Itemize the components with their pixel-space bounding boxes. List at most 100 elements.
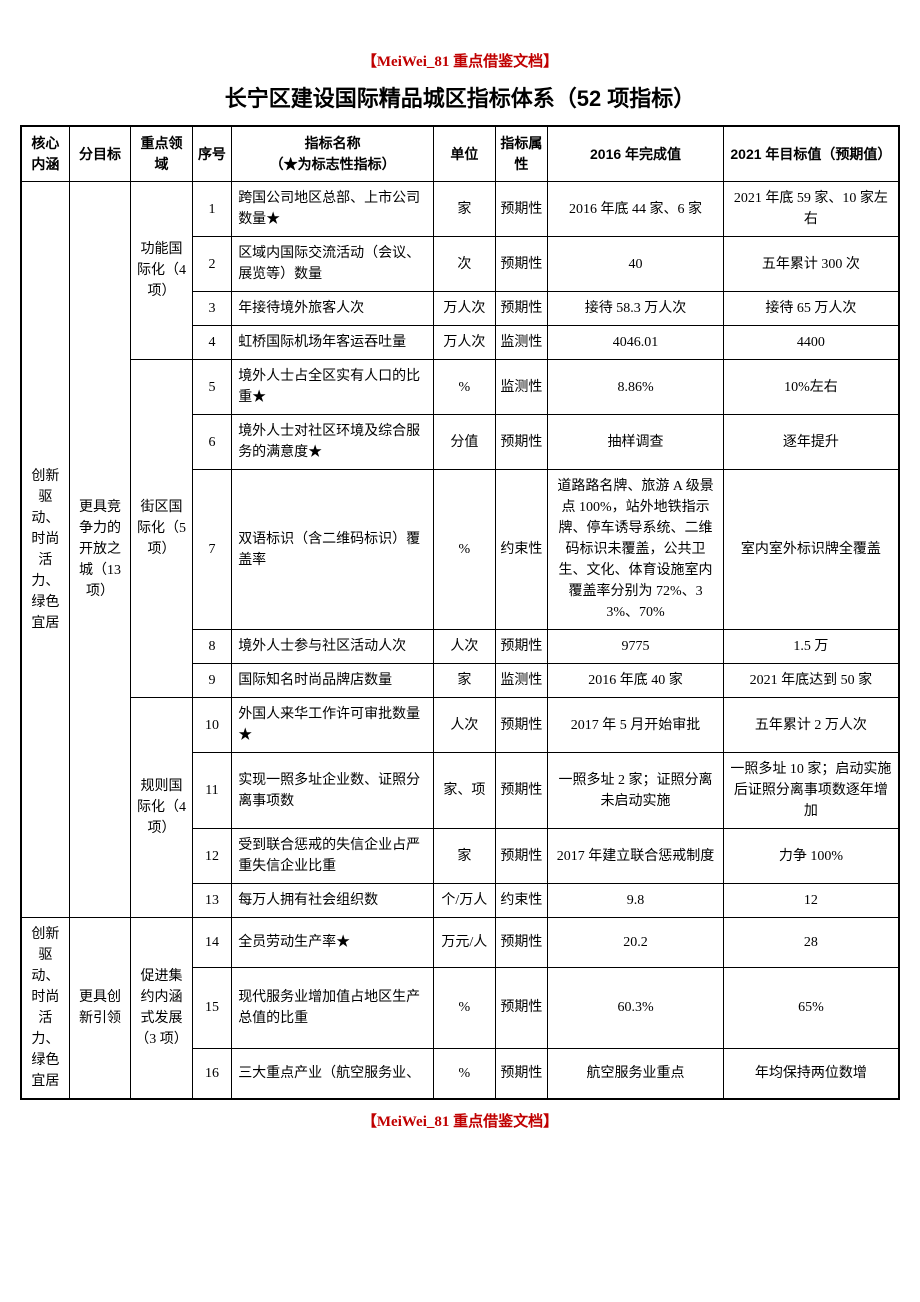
unit-cell: 家、项 [434,753,495,829]
y2021-cell: 4400 [723,326,899,360]
col-area: 重点领域 [131,126,192,182]
sub-cell: 更具创新引领 [69,918,130,1100]
unit-cell: 人次 [434,630,495,664]
y2021-cell: 28 [723,918,899,968]
y2016-cell: 航空服务业重点 [548,1048,724,1099]
y2021-cell: 1.5 万 [723,630,899,664]
y2021-cell: 力争 100% [723,829,899,884]
num-cell: 3 [192,292,232,326]
col-name-text: 指标名称 [305,135,361,151]
indicator-table: 核心内涵 分目标 重点领域 序号 指标名称 （★为标志性指标） 单位 指标属性 … [20,125,900,1100]
attr-cell: 约束性 [495,470,548,630]
unit-cell: 家 [434,829,495,884]
y2016-cell: 9.8 [548,884,724,918]
y2016-cell: 9775 [548,630,724,664]
sub-cell: 更具竞争力的开放之城（13 项） [69,182,130,918]
name-cell: 境外人士对社区环境及综合服务的满意度★ [232,415,434,470]
col-2021: 2021 年目标值（预期值） [723,126,899,182]
y2016-cell: 2016 年底 44 家、6 家 [548,182,724,237]
y2021-cell: 接待 65 万人次 [723,292,899,326]
name-cell: 国际知名时尚品牌店数量 [232,664,434,698]
attr-cell: 预期性 [495,182,548,237]
attr-cell: 监测性 [495,326,548,360]
num-cell: 10 [192,698,232,753]
footer-tag: 【MeiWei_81 重点借鉴文档】 [20,1110,900,1131]
y2016-cell: 20.2 [548,918,724,968]
name-cell: 每万人拥有社会组织数 [232,884,434,918]
attr-cell: 监测性 [495,664,548,698]
table-row: 街区国际化（5 项） 5 境外人士占全区实有人口的比重★ % 监测性 8.86%… [21,360,899,415]
num-cell: 2 [192,237,232,292]
name-cell: 跨国公司地区总部、上市公司数量★ [232,182,434,237]
y2016-cell: 接待 58.3 万人次 [548,292,724,326]
num-cell: 12 [192,829,232,884]
num-cell: 9 [192,664,232,698]
name-cell: 境外人士参与社区活动人次 [232,630,434,664]
unit-cell: 万人次 [434,292,495,326]
col-sub: 分目标 [69,126,130,182]
unit-cell: 次 [434,237,495,292]
name-cell: 实现一照多址企业数、证照分离事项数 [232,753,434,829]
num-cell: 8 [192,630,232,664]
num-cell: 14 [192,918,232,968]
y2021-cell: 五年累计 300 次 [723,237,899,292]
y2016-cell: 抽样调查 [548,415,724,470]
y2021-cell: 12 [723,884,899,918]
num-cell: 13 [192,884,232,918]
name-cell: 现代服务业增加值占地区生产总值的比重 [232,967,434,1048]
unit-cell: % [434,470,495,630]
core-cell: 创新驱动、时尚活力、绿色宜居 [21,918,69,1100]
attr-cell: 预期性 [495,698,548,753]
area-cell: 规则国际化（4 项） [131,698,192,918]
num-cell: 7 [192,470,232,630]
col-core: 核心内涵 [21,126,69,182]
attr-cell: 预期性 [495,967,548,1048]
col-name-sub: （★为标志性指标） [270,156,396,172]
attr-cell: 预期性 [495,292,548,326]
attr-cell: 预期性 [495,753,548,829]
name-cell: 年接待境外旅客人次 [232,292,434,326]
y2016-cell: 60.3% [548,967,724,1048]
attr-cell: 预期性 [495,630,548,664]
area-cell: 功能国际化（4 项） [131,182,192,360]
y2021-cell: 10%左右 [723,360,899,415]
name-cell: 三大重点产业（航空服务业、 [232,1048,434,1099]
name-cell: 外国人来华工作许可审批数量★ [232,698,434,753]
name-cell: 境外人士占全区实有人口的比重★ [232,360,434,415]
num-cell: 6 [192,415,232,470]
col-num: 序号 [192,126,232,182]
y2016-cell: 2017 年 5 月开始审批 [548,698,724,753]
y2016-cell: 40 [548,237,724,292]
y2021-cell: 2021 年底达到 50 家 [723,664,899,698]
attr-cell: 约束性 [495,884,548,918]
unit-cell: 个/万人 [434,884,495,918]
attr-cell: 监测性 [495,360,548,415]
name-cell: 双语标识（含二维码标识）覆盖率 [232,470,434,630]
y2021-cell: 年均保持两位数增 [723,1048,899,1099]
unit-cell: 家 [434,182,495,237]
y2016-cell: 4046.01 [548,326,724,360]
attr-cell: 预期性 [495,237,548,292]
y2021-cell: 65% [723,967,899,1048]
y2021-cell: 室内室外标识牌全覆盖 [723,470,899,630]
y2021-cell: 逐年提升 [723,415,899,470]
col-2016: 2016 年完成值 [548,126,724,182]
area-cell: 促进集约内涵式发展（3 项） [131,918,192,1100]
area-cell: 街区国际化（5 项） [131,360,192,698]
unit-cell: % [434,1048,495,1099]
num-cell: 5 [192,360,232,415]
y2016-cell: 一照多址 2 家；证照分离未启动实施 [548,753,724,829]
name-cell: 受到联合惩戒的失信企业占严重失信企业比重 [232,829,434,884]
unit-cell: 家 [434,664,495,698]
col-name: 指标名称 （★为标志性指标） [232,126,434,182]
table-row: 创新驱动、时尚活力、绿色宜居 更具创新引领 促进集约内涵式发展（3 项） 14 … [21,918,899,968]
attr-cell: 预期性 [495,918,548,968]
attr-cell: 预期性 [495,1048,548,1099]
y2016-cell: 2016 年底 40 家 [548,664,724,698]
num-cell: 11 [192,753,232,829]
table-row: 规则国际化（4 项） 10 外国人来华工作许可审批数量★ 人次 预期性 2017… [21,698,899,753]
unit-cell: % [434,360,495,415]
y2021-cell: 2021 年底 59 家、10 家左右 [723,182,899,237]
attr-cell: 预期性 [495,415,548,470]
y2016-cell: 道路路名牌、旅游 A 级景点 100%，站外地铁指示牌、停车诱导系统、二维码标识… [548,470,724,630]
